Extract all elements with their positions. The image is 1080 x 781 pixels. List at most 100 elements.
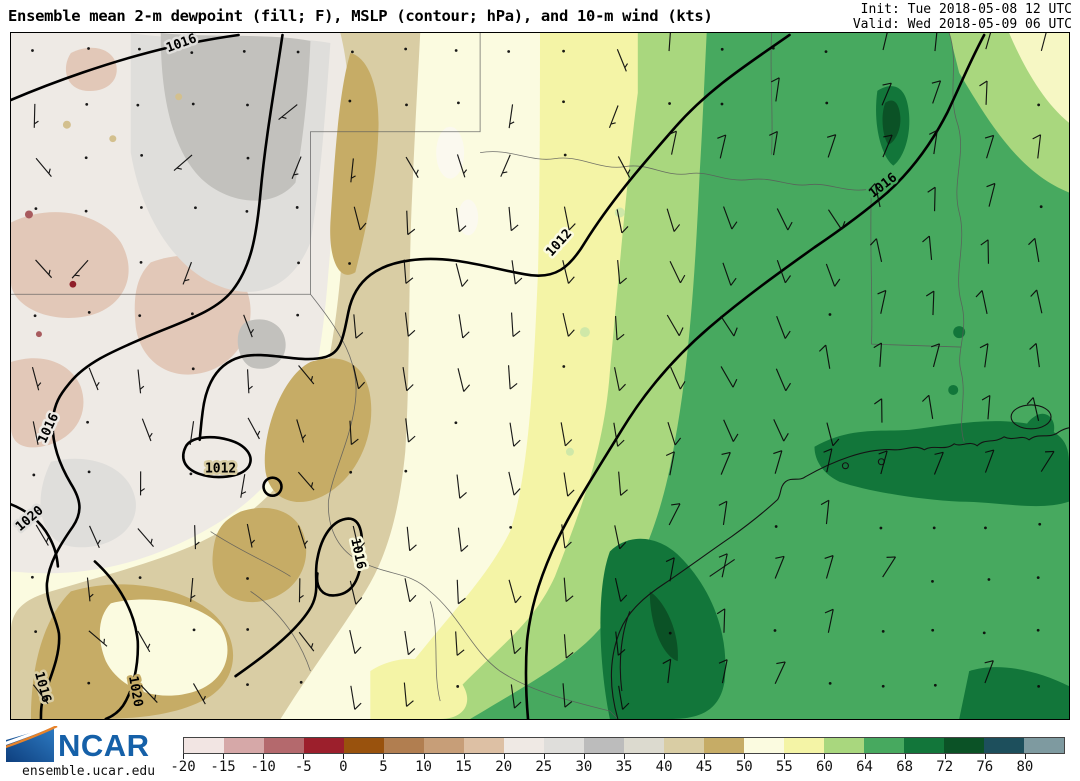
calm-wind-dot: [405, 103, 408, 107]
colorbar-tick-label: 76: [976, 759, 994, 775]
wind-barb: [984, 660, 994, 684]
calm-wind-dot: [825, 101, 829, 105]
colorbar-tickmark: [423, 754, 425, 759]
colorbar-tickmark: [183, 754, 184, 759]
colorbar-segment: [784, 738, 824, 753]
wind-barb: [818, 344, 831, 369]
wind-barb: [406, 526, 417, 552]
colorbar-tickmark: [784, 754, 786, 759]
wind-barb: [874, 398, 883, 423]
wind-barb: [929, 129, 938, 155]
wind-barb: [350, 685, 362, 710]
wind-barb: [824, 608, 834, 633]
wind-barb: [869, 238, 883, 263]
wind-barb: [669, 260, 686, 284]
wind-barb: [618, 685, 630, 710]
calm-wind-dot: [881, 684, 885, 688]
calm-wind-dot: [349, 470, 353, 474]
wind-barb: [563, 634, 574, 659]
calm-wind-dot: [246, 156, 250, 160]
calm-wind-dot: [931, 628, 935, 632]
wind-barb: [615, 631, 626, 656]
wind-barb: [825, 263, 841, 287]
wind-barb: [613, 422, 625, 447]
wind-barb: [667, 421, 682, 446]
calm-wind-dot: [246, 577, 249, 580]
colorbar-tick-label: 35: [615, 759, 633, 775]
colorbar-segment: [984, 738, 1024, 753]
wind-barb: [868, 183, 881, 208]
wind-barb: [404, 630, 416, 656]
wind-barb: [560, 422, 573, 447]
calm-wind-dot: [139, 260, 143, 264]
colorbar-tick-label: 60: [816, 759, 833, 775]
site-url: ensemble.ucar.edu: [22, 764, 156, 779]
wind-barb: [137, 528, 154, 547]
calm-wind-dot: [31, 49, 34, 52]
wind-barb: [404, 312, 416, 337]
calm-wind-dot: [931, 579, 934, 583]
wind-barb: [352, 525, 366, 550]
wind-barb: [297, 525, 308, 549]
colorbar-tickmark: [624, 754, 625, 759]
wind-barb: [353, 314, 364, 339]
calm-wind-dot: [932, 526, 936, 530]
colorbar-tickmark: [543, 754, 545, 759]
colorbar-tick-label: 72: [936, 759, 954, 775]
wind-barb: [771, 77, 780, 102]
colorbar-tickmark: [904, 754, 906, 759]
calm-wind-dot: [85, 102, 89, 106]
wind-barb: [32, 684, 49, 704]
wind-barb: [985, 33, 992, 50]
calm-wind-dot: [348, 262, 351, 265]
wind-barb: [823, 448, 833, 473]
colorbar-ticks: -20 -15 -10 -5 0 5 10 15 20 25 30 35 40 45 50 55 60 64 68 7…: [170, 754, 1065, 776]
wind-barb: [350, 158, 356, 183]
wind-barb: [562, 683, 573, 708]
ncar-logo: [6, 726, 58, 762]
wind-barb: [882, 134, 893, 158]
calm-wind-dot: [86, 420, 89, 424]
wind-barb: [562, 260, 575, 284]
wind-barb: [35, 524, 49, 546]
calm-wind-dot: [351, 50, 354, 54]
calm-wind-dot: [136, 103, 140, 107]
wind-barb: [665, 557, 675, 582]
colorbar-tick-label: 64: [856, 759, 873, 775]
calm-wind-dot: [299, 680, 303, 684]
colorbar-tickmark: [463, 754, 465, 759]
wind-barb: [776, 315, 791, 339]
calm-wind-dot: [828, 682, 832, 685]
calm-wind-dot: [87, 681, 91, 685]
wind-barb: [922, 235, 933, 260]
wind-barb: [774, 555, 785, 579]
colorbar-tick-label: 15: [455, 759, 473, 775]
wind-barb: [773, 419, 789, 442]
colorbar-segment: [744, 738, 784, 753]
wind-barb: [1032, 134, 1042, 159]
calm-wind-dot: [984, 526, 987, 530]
wind-barb: [617, 259, 628, 285]
colorbar-tick-label: 40: [655, 759, 673, 775]
calm-wind-dot: [454, 49, 458, 52]
calm-wind-dot: [828, 313, 832, 316]
wind-barb: [140, 684, 158, 703]
calm-wind-dot: [139, 206, 143, 209]
wind-barb: [979, 343, 989, 368]
wind-barb: [827, 209, 846, 230]
wind-barb: [616, 49, 629, 72]
colorbar-tickmark: [864, 754, 866, 759]
wind-barb: [89, 525, 101, 549]
wind-barb: [349, 420, 359, 446]
footer: NCAR ensemble.ucar.edu -20 -15 -10 -5 0 5 10 15…: [0, 720, 1080, 781]
colorbar-segment: [344, 738, 384, 753]
calm-wind-dot: [242, 50, 246, 53]
colorbar-segment: [584, 738, 624, 753]
calm-wind-dot: [879, 526, 883, 530]
colorbar-segment: [264, 738, 304, 753]
wind-barb: [32, 421, 42, 445]
wind-barb: [35, 259, 53, 279]
calm-wind-dot: [1037, 684, 1041, 688]
dewpoint-fill-layer: [11, 33, 1069, 719]
